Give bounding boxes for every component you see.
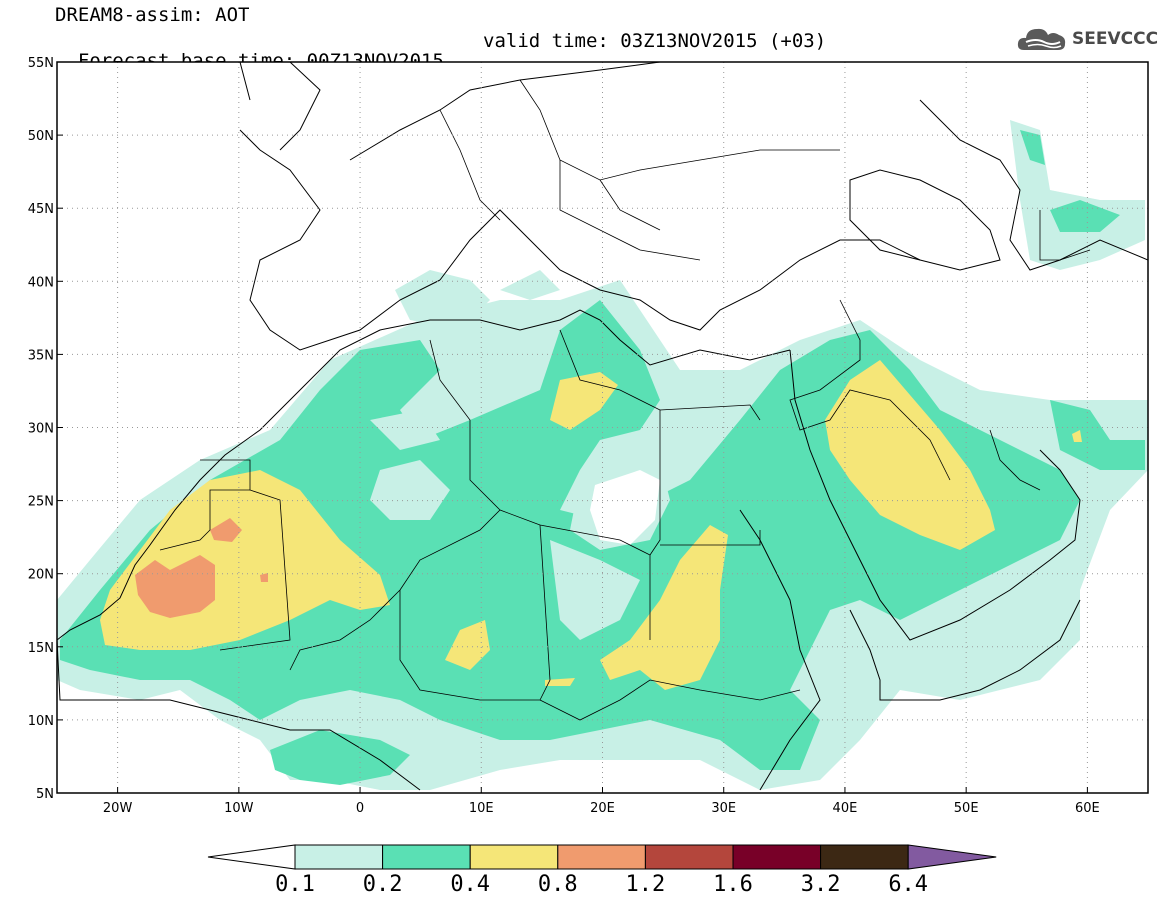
- valid-time-text: valid time: 03Z13NOV2015 (+03): [483, 30, 827, 52]
- lat-tick-label: 55N: [28, 56, 54, 71]
- lat-tick-label: 50N: [28, 129, 54, 144]
- lat-tick-label: 15N: [28, 641, 54, 656]
- lon-tick-label: 0: [356, 801, 364, 816]
- colorbar-segment: [382, 844, 471, 870]
- aot-contour-0-4-libya: [550, 372, 618, 430]
- colorbar-level-label: 1.2: [625, 872, 666, 897]
- colorbar-segment: [557, 844, 646, 870]
- map-grid: [57, 61, 1148, 794]
- colorbar-segment: [469, 844, 559, 870]
- lon-tick-label: 20W: [103, 801, 133, 816]
- lon-tick-label: 60E: [1075, 801, 1100, 816]
- colorbar-high-arrow: [907, 844, 997, 870]
- lon-tick-label: 40E: [833, 801, 858, 816]
- cloud-logo-icon: [1017, 28, 1066, 50]
- lat-tick-label: 35N: [28, 348, 54, 363]
- aot-contour-0-4-iran: [1072, 430, 1082, 442]
- aot-contour-0-4-sudan: [545, 525, 728, 690]
- aot-contour-0-4-arabia: [825, 360, 995, 550]
- lon-tick-label: 10E: [469, 801, 494, 816]
- lon-tick-label: 30E: [711, 801, 736, 816]
- seevccc-logo: SEEVCCC: [1016, 24, 1158, 54]
- lat-tick-label: 10N: [28, 714, 54, 729]
- lat-tick-label: 5N: [36, 787, 54, 802]
- colorbar-segment: [644, 844, 734, 870]
- aot-hole-egypt: [550, 540, 640, 640]
- colorbar-segment: [820, 844, 909, 870]
- colorbar-level-label: 0.2: [362, 872, 403, 897]
- axis-ticks: 20W 10W 0 10E 20E 30E 40E 50E 60E 55N 50N 45N 40N 35N…: [28, 56, 1100, 816]
- logo-text: SEEVCCC: [1072, 29, 1159, 49]
- lat-tick-label: 45N: [28, 202, 54, 217]
- colorbar-level-label: 0.4: [450, 872, 491, 897]
- colorbar-low-arrow: [207, 844, 296, 870]
- lon-tick-label: 10W: [224, 801, 254, 816]
- colorbar-level-label: 0.8: [537, 872, 578, 897]
- colorbar: [207, 844, 997, 870]
- aot-hole-libya-core: [590, 470, 660, 545]
- aot-contour-0-4-chad: [445, 620, 490, 670]
- lat-tick-label: 25N: [28, 495, 54, 510]
- colorbar-segment: [732, 844, 822, 870]
- lon-tick-label: 20E: [590, 801, 615, 816]
- aot-contour-0-2: [60, 300, 1080, 770]
- colorbar-level-label: 6.4: [888, 872, 929, 897]
- colorbar-segment: [294, 844, 384, 870]
- map-title: DREAM8-assim: AOT: [55, 4, 250, 26]
- colorbar-level-label: 1.6: [713, 872, 753, 897]
- aot-contour-0-8: [135, 518, 268, 618]
- lat-tick-label: 40N: [28, 275, 54, 290]
- coastlines: [57, 62, 1148, 791]
- aot-hole-algeria: [370, 410, 450, 520]
- lon-tick-label: 50E: [954, 801, 979, 816]
- lat-tick-label: 30N: [28, 422, 54, 437]
- country-borders: [159, 79, 1091, 721]
- lat-tick-label: 20N: [28, 568, 54, 583]
- colorbar-level-label: 0.1: [275, 872, 315, 897]
- aot-contour-0-1-north: [395, 120, 1145, 330]
- colorbar-level-label: 3.2: [800, 872, 841, 897]
